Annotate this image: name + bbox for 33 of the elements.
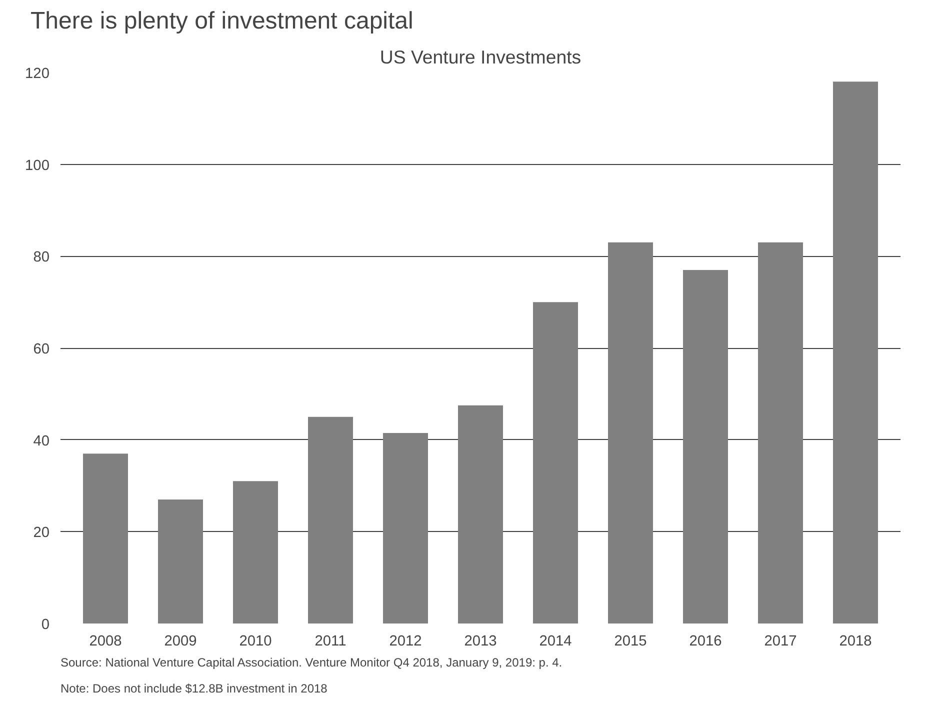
y-tick-label: 100 bbox=[25, 158, 50, 174]
y-tick-label: 40 bbox=[33, 433, 50, 450]
bar bbox=[233, 481, 278, 624]
bar bbox=[533, 302, 578, 624]
x-tick-label: 2018 bbox=[839, 634, 872, 650]
x-tick-label: 2011 bbox=[314, 634, 346, 650]
y-tick-label: 20 bbox=[33, 525, 50, 542]
x-tick-label: 2010 bbox=[239, 634, 272, 650]
x-tick-label: 2017 bbox=[764, 634, 797, 650]
x-tick-label: 2015 bbox=[614, 634, 647, 650]
bar bbox=[683, 270, 728, 624]
bar bbox=[308, 416, 353, 624]
bar bbox=[833, 82, 878, 624]
y-tick-label: 120 bbox=[25, 66, 50, 82]
bar bbox=[458, 405, 503, 624]
x-tick-label: 2014 bbox=[539, 634, 572, 650]
bar bbox=[83, 454, 128, 624]
y-tick-label: 80 bbox=[33, 250, 50, 266]
bar bbox=[758, 242, 803, 624]
x-tick-label: 2013 bbox=[464, 634, 497, 650]
bar bbox=[158, 500, 203, 624]
chart-subtitle: US Venture Investments bbox=[380, 46, 582, 68]
y-tick-label: 60 bbox=[33, 342, 50, 358]
x-tick-label: 2009 bbox=[164, 634, 197, 650]
x-tick-label: 2008 bbox=[89, 634, 122, 650]
bar bbox=[383, 432, 428, 624]
y-tick-label: 0 bbox=[41, 617, 50, 633]
source-note: Source: National Venture Capital Association. Venture Monitor Q4 2018, January 9, 2019: p. 4. bbox=[60, 656, 562, 670]
x-tick-label: 2012 bbox=[389, 634, 422, 650]
x-tick-label: 2016 bbox=[689, 634, 722, 650]
bar bbox=[608, 242, 653, 624]
text: Note: Does not include $12.8B investment in 2018 bbox=[60, 682, 328, 696]
chart-title: There is plenty of investment capital bbox=[30, 8, 414, 34]
